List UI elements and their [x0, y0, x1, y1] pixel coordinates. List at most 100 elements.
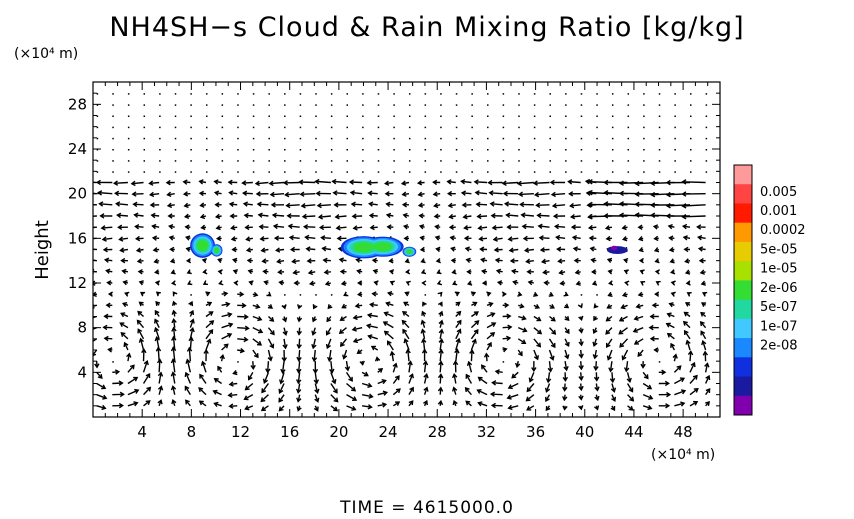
wind-arrowhead [289, 246, 296, 253]
wind-vector [326, 338, 332, 349]
wind-arrowhead [512, 279, 518, 286]
wind-vector [439, 329, 443, 339]
y-tick-label: 24 [68, 140, 87, 158]
wind-vector [273, 214, 285, 217]
wind-arrowhead [549, 179, 555, 186]
wind-arrowhead [89, 316, 93, 320]
wind-dot [690, 126, 692, 129]
wind-dot [565, 149, 567, 151]
wind-arrowhead [619, 342, 625, 348]
wind-arrowhead [189, 326, 195, 333]
wind-vector [330, 394, 339, 403]
wind-vector [93, 327, 97, 330]
wind-vector [228, 393, 238, 397]
wind-arrowhead [93, 351, 97, 357]
wind-arrowhead [587, 189, 593, 196]
wind-vector [666, 204, 691, 207]
wind-dot [284, 126, 286, 129]
wind-arrowhead [650, 202, 656, 208]
wind-vector [149, 181, 160, 185]
wind-arrowhead [476, 213, 482, 220]
wind-vector [377, 391, 387, 396]
wind-arrowhead [702, 350, 709, 356]
wind-dot [518, 115, 520, 117]
wind-arrowhead [385, 201, 391, 208]
wind-dot [362, 115, 364, 117]
wind-arrowhead [421, 280, 427, 286]
wind-arrowhead [603, 201, 609, 207]
wind-vector [369, 202, 378, 206]
wind-arrowhead [265, 368, 271, 374]
wind-arrowhead [569, 202, 575, 209]
wind-dot [549, 137, 551, 140]
wind-vector [491, 393, 503, 396]
wind-dot [408, 93, 411, 95]
wind-arrowhead [201, 258, 208, 264]
wind-dot [221, 93, 224, 95]
wind-arrowhead [556, 246, 562, 252]
wind-dot [502, 171, 505, 173]
wind-arrowhead [296, 317, 303, 323]
wind-arrowhead [168, 235, 174, 241]
wind-arrowhead [477, 401, 483, 407]
wind-arrowhead [187, 280, 193, 286]
wind-dot [690, 137, 692, 140]
wind-arrowhead [670, 269, 676, 275]
wind-dot [190, 115, 192, 117]
wind-arrowhead [562, 376, 569, 382]
wind-dot [565, 137, 567, 140]
wind-arrowhead [313, 379, 320, 385]
wind-dot [330, 126, 333, 129]
wind-arrowhead [594, 386, 600, 392]
wind-arrowhead [666, 332, 672, 338]
wind-arrowhead [574, 269, 580, 275]
wind-arrowhead [280, 368, 286, 375]
wind-vector [313, 349, 316, 361]
wind-dot [252, 149, 255, 151]
wind-arrowhead [314, 178, 320, 185]
wind-arrowhead [89, 340, 93, 344]
wind-vector [312, 338, 316, 349]
wind-dot [674, 171, 676, 173]
wind-vector [595, 361, 598, 370]
wind-arrowhead [378, 368, 384, 373]
wind-arrowhead [342, 354, 348, 360]
wind-arrowhead [681, 223, 688, 230]
wind-arrowhead [491, 380, 497, 386]
wind-dot [159, 160, 161, 162]
wind-arrowhead [387, 290, 393, 297]
wind-arrowhead [171, 398, 177, 405]
wind-arrowhead [185, 358, 191, 364]
wind-arrowhead [503, 201, 510, 207]
wind-arrowhead [487, 341, 492, 348]
wind-vector [186, 359, 192, 373]
wind-arrowhead [436, 280, 443, 286]
wind-vector [119, 237, 129, 241]
wind-vector [704, 375, 710, 384]
wind-vector [142, 360, 148, 373]
wind-vector [522, 225, 534, 228]
wind-vector [564, 361, 568, 371]
wind-dot [315, 294, 317, 296]
wind-vector [620, 214, 644, 217]
wind-vector [221, 343, 229, 351]
wind-arrowhead [268, 180, 274, 187]
wind-arrowhead [423, 373, 429, 379]
wind-arrowhead [401, 319, 407, 325]
wind-vector [635, 192, 659, 195]
wind-dot [315, 115, 317, 117]
wind-dot [549, 149, 551, 151]
wind-arrowhead [653, 235, 659, 242]
wind-vector [391, 351, 395, 362]
wind-arrowhead [632, 327, 638, 333]
wind-arrowhead [527, 279, 533, 286]
wind-arrowhead [94, 363, 100, 369]
wind-dot [627, 93, 630, 95]
wind-arrowhead [116, 212, 122, 219]
wind-arrowhead [405, 280, 411, 286]
wind-dot [471, 115, 473, 117]
wind-arrowhead [501, 291, 507, 297]
wind-dot [455, 126, 458, 129]
wind-dot [112, 361, 114, 363]
wind-dot [690, 93, 692, 95]
